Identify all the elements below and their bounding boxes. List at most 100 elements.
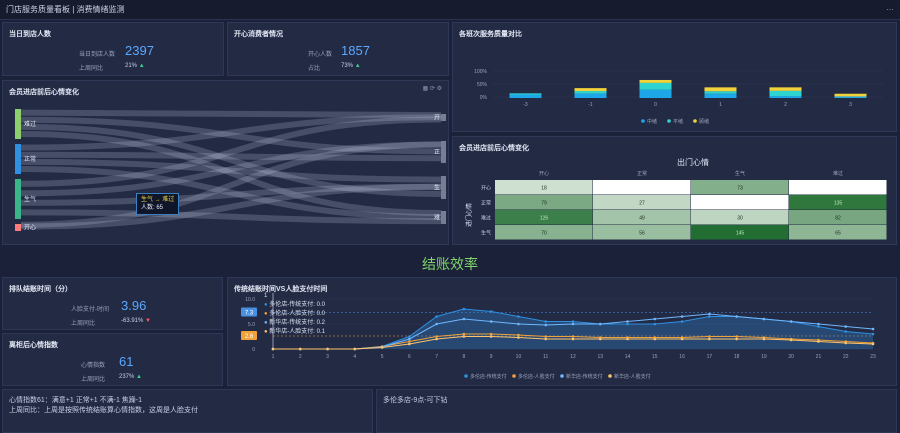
- sankey-node-right: [441, 114, 446, 121]
- bar-segment: [704, 91, 737, 94]
- sankey-panel: 会员进店前后心情变化 ▦ ⟳ ⚙ 难过 正常 生气 开心 开正生难 生气 → 难过 人数…: [2, 80, 449, 245]
- export-icon[interactable]: ▦: [422, 86, 429, 92]
- refresh-icon[interactable]: ⟳: [429, 86, 435, 92]
- heatmap-cell-value: 27: [639, 201, 645, 207]
- series-point: [380, 346, 384, 349]
- up-arrow-icon: ▲: [138, 63, 145, 69]
- heatmap-cell-value: 18: [541, 186, 547, 192]
- sankey-node-label: 生气: [24, 195, 36, 203]
- heatmap-col-label: 正常: [637, 170, 647, 177]
- queue-cmp-label: 上周同比: [71, 321, 96, 327]
- series-point: [517, 333, 520, 337]
- heatmap-cell-value: 145: [736, 231, 745, 237]
- series-point: [762, 337, 766, 341]
- series-point: [462, 317, 466, 321]
- heatmap-cell: [593, 210, 691, 225]
- legend-marker: [464, 374, 468, 378]
- legend-label: 多伦店-人脸支付: [518, 373, 555, 380]
- bar-segment: [769, 96, 802, 98]
- heatmap-cell: [789, 180, 887, 195]
- series-point: [817, 340, 820, 343]
- heatmap-x-title: 出门心情: [677, 157, 709, 167]
- sankey-node-label: 难: [434, 214, 440, 222]
- sankey-flow: [20, 141, 442, 197]
- x-tick-label: 16: [679, 354, 685, 360]
- x-tick-label: 4: [353, 354, 356, 360]
- sankey-flow: [20, 109, 442, 119]
- sankey-flow: [20, 183, 442, 230]
- series-point: [408, 337, 411, 341]
- x-tick-label: 6: [408, 354, 411, 360]
- series-point: [680, 320, 684, 323]
- footer-right-text[interactable]: 多伦多店-9点-可下钻: [383, 397, 448, 404]
- x-tick-label: -3: [523, 102, 528, 108]
- section-title: 结账效率: [422, 256, 478, 272]
- up-arrow-icon: ▲: [354, 63, 361, 69]
- sankey-toolbar: ▦ ⟳ ⚙: [423, 85, 442, 92]
- series-point: [817, 325, 820, 328]
- legend-marker: [512, 374, 516, 378]
- series-point: [817, 322, 820, 326]
- avg-marker: [241, 331, 257, 340]
- heatmap-cell: [789, 210, 887, 225]
- shift-chart-title: 各班次服务质量对比: [459, 31, 522, 38]
- line-tooltip-item: ● 新华店-人脸支付: 0.1: [264, 329, 325, 335]
- series-point: [626, 337, 629, 341]
- bar-segment: [769, 87, 802, 91]
- series-point: [408, 342, 411, 346]
- heatmap-cell: [691, 210, 789, 225]
- series-point: [871, 332, 875, 336]
- series-point: [462, 335, 466, 338]
- queue-panel: 排队结账时间（分） 人脸支付-时间 3.96 上周同比 -63.91% ▼: [2, 277, 223, 330]
- heatmap-cell: [691, 195, 789, 210]
- heatmap-cell: [495, 210, 593, 225]
- series-point: [435, 315, 438, 318]
- series-point: [735, 315, 738, 318]
- legend-label: 新华店-人脸支付: [614, 373, 651, 380]
- heatmap-col-label: 开心: [539, 170, 549, 177]
- bar-segment: [704, 93, 737, 98]
- legend-marker: [641, 119, 645, 123]
- sankey-flow: [20, 183, 442, 206]
- series-point: [435, 337, 438, 341]
- series-point: [708, 335, 711, 338]
- happy-value: 1857: [341, 43, 370, 58]
- heatmap-cell-value: 82: [835, 216, 841, 222]
- y-tick-label: 100%: [474, 69, 487, 75]
- settings-icon[interactable]: ⚙: [436, 86, 442, 92]
- series-point: [298, 347, 302, 351]
- x-tick-label: -1: [588, 102, 593, 108]
- sankey-node-label: 难过: [24, 120, 36, 128]
- series-point: [708, 337, 711, 341]
- sankey-flow: [20, 114, 442, 151]
- bar-segment: [639, 89, 672, 98]
- shift-chart-panel: 各班次服务质量对比 100% 50% 0% -3 -1 0 1 2 3 中绪 平绪 顾绪: [452, 22, 897, 132]
- heatmap-row-label: 开心: [481, 185, 491, 192]
- series-point: [462, 332, 466, 336]
- sankey-flow: [20, 158, 442, 183]
- more-icon[interactable]: ⋯: [886, 5, 894, 14]
- series-point: [489, 335, 493, 338]
- heatmap-row-label: 生气: [481, 230, 491, 237]
- bar-segment: [574, 88, 607, 92]
- queue-value: 3.96: [121, 298, 147, 313]
- line-tooltip-item: ● 多伦店-人脸支付: 0.0: [264, 311, 325, 317]
- happy-label: 开心人数: [308, 52, 333, 58]
- sankey-flow: [20, 166, 442, 221]
- series-point: [408, 340, 411, 343]
- series-point: [544, 335, 548, 338]
- series-point: [762, 317, 766, 321]
- line-chart: 10.05.007.32.61 2 3 4 5 6 7 8 9 10 11 12 13 14 15 16 17 1…: [241, 293, 876, 380]
- happy-cmp-value: 73% ▲: [341, 63, 361, 69]
- sankey-node-left: [15, 179, 21, 219]
- heatmap-cell-value: 70: [541, 231, 547, 237]
- legend-label: 顾绪: [699, 118, 709, 125]
- legend-label: 中绪: [647, 118, 657, 125]
- sankey-node-left: [15, 144, 21, 174]
- bar-segment: [574, 93, 607, 98]
- legend-label: 多伦店-传统支付: [470, 373, 507, 380]
- series-point: [735, 335, 738, 338]
- series-point: [435, 322, 438, 326]
- heatmap-cell-value: 126: [540, 216, 549, 222]
